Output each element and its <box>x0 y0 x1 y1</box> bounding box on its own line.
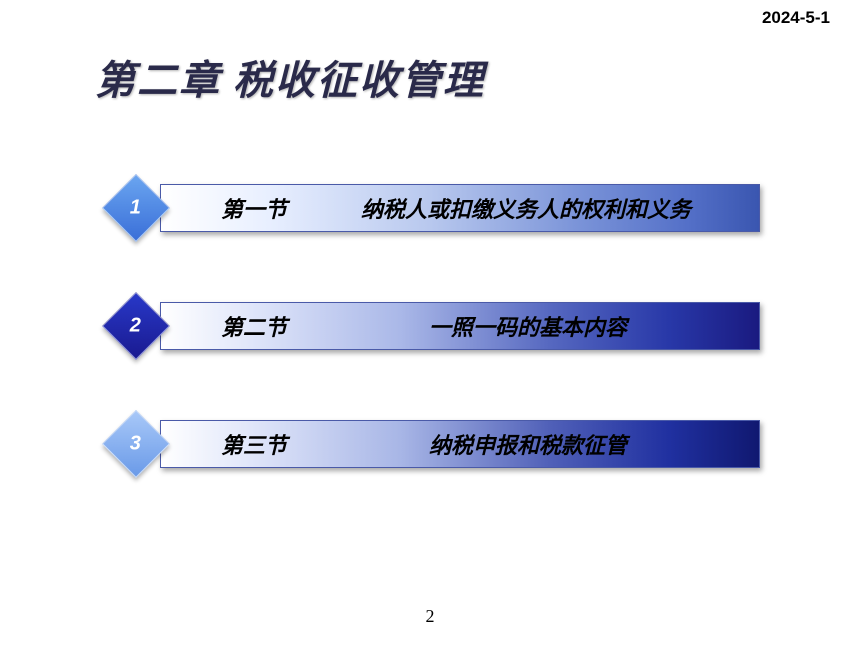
section-label: 第二节 <box>221 310 287 342</box>
section-row: 第二节 一照一码的基本内容 2 <box>120 298 760 354</box>
section-label: 第三节 <box>221 428 287 460</box>
section-text: 纳税人或扣缴义务人的权利和义务 <box>361 192 691 224</box>
section-row: 第三节 纳税申报和税款征管 3 <box>120 416 760 472</box>
section-bar: 第一节 纳税人或扣缴义务人的权利和义务 <box>160 184 760 232</box>
section-bar: 第三节 纳税申报和税款征管 <box>160 420 760 468</box>
section-text: 一照一码的基本内容 <box>429 310 627 342</box>
section-label: 第一节 <box>221 192 287 224</box>
page-number: 2 <box>426 606 435 627</box>
section-bar: 第二节 一照一码的基本内容 <box>160 302 760 350</box>
chapter-title: 第二章 税收征收管理 <box>95 48 485 106</box>
date-label: 2024-5-1 <box>762 8 830 28</box>
section-number: 3 <box>130 433 141 456</box>
section-number: 2 <box>130 315 141 338</box>
section-text: 纳税申报和税款征管 <box>429 428 627 460</box>
section-number: 1 <box>130 197 141 220</box>
section-list: 第一节 纳税人或扣缴义务人的权利和义务 1 第二节 一照一码的基本内容 2 第三节 纳税申报和… <box>120 180 760 534</box>
section-row: 第一节 纳税人或扣缴义务人的权利和义务 1 <box>120 180 760 236</box>
